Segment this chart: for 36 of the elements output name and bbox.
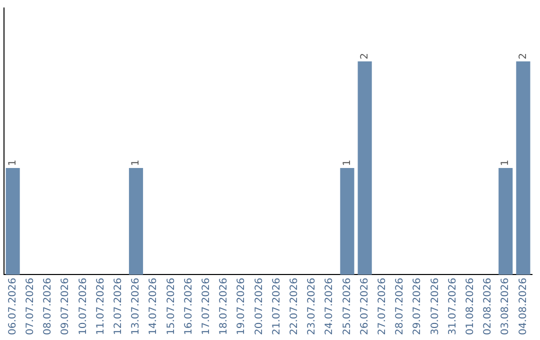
x-tick-label: 31.07.2026 (447, 278, 458, 336)
x-tick-label: 22.07.2026 (288, 278, 300, 336)
x-tick-label: 09.07.2026 (60, 278, 72, 336)
data-label: 1 (500, 160, 512, 166)
data-label: 1 (130, 160, 142, 166)
x-tick-label: 16.07.2026 (183, 278, 194, 336)
data-label: 1 (7, 160, 18, 166)
data-label: 2 (518, 52, 529, 60)
x-tick-label: 25.07.2026 (342, 278, 353, 336)
x-tick-label: 20.07.2026 (254, 278, 265, 336)
x-tick-label: 30.07.2026 (430, 278, 441, 336)
x-tick-label: 04.08.2026 (518, 278, 529, 336)
x-tick-label: 24.07.2026 (324, 278, 336, 336)
x-tick-label: 18.07.2026 (218, 278, 230, 336)
x-tick-label: 07.07.2026 (24, 278, 36, 336)
x-tick-label: 26.07.2026 (359, 278, 370, 336)
x-tick-label: 14.07.2026 (148, 278, 160, 336)
x-tick-label: 10.07.2026 (78, 278, 89, 336)
data-label: 1 (342, 160, 353, 166)
x-tick-label: 06.07.2026 (7, 278, 18, 336)
x-tick-label: 27.07.2026 (376, 278, 388, 336)
data-label: 2 (359, 52, 370, 60)
x-tick-label: 29.07.2026 (412, 278, 424, 336)
x-tick-label: 23.07.2026 (306, 278, 318, 336)
x-tick-label: 21.07.2026 (271, 278, 282, 336)
x-tick-label: 13.07.2026 (130, 278, 142, 336)
x-tick-label: 02.08.2026 (482, 278, 494, 336)
x-tick-label: 19.07.2026 (236, 278, 248, 336)
x-tick-label: 03.08.2026 (500, 278, 512, 336)
x-tick-label: 12.07.2026 (112, 278, 124, 336)
x-tick-label: 15.07.2026 (166, 278, 177, 336)
x-tick-label: 01.08.2026 (464, 278, 476, 336)
x-tick-label: 17.07.2026 (200, 278, 212, 336)
x-tick-label: 28.07.2026 (394, 278, 406, 336)
x-tick-label: 08.07.2026 (42, 278, 54, 336)
x-tick-label: 11.07.2026 (95, 278, 106, 336)
